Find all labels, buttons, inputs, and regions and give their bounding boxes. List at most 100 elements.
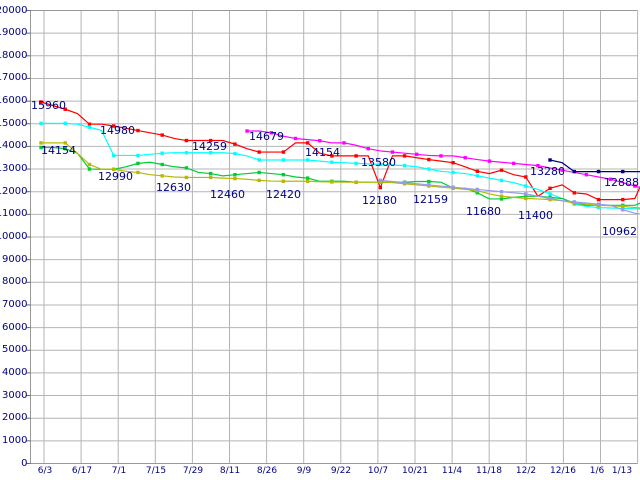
series-marker-periwinkle	[427, 183, 431, 187]
series-marker-olive	[281, 179, 286, 183]
x-axis-tick-label: 8/11	[219, 466, 241, 476]
series-marker-magenta	[342, 141, 346, 145]
series-marker-olive	[184, 175, 189, 180]
y-axis-tick-label: 11000	[0, 208, 28, 220]
series-marker-cyan	[257, 158, 261, 162]
series-marker-magenta	[633, 184, 637, 188]
series-marker-olive	[305, 179, 310, 183]
series-marker-red	[427, 157, 431, 162]
x-axis-tick-label: 8/26	[256, 466, 278, 476]
series-marker-red	[499, 168, 504, 172]
series-marker-magenta	[536, 163, 540, 168]
series-marker-cyan	[596, 205, 601, 210]
x-axis-tick-label: 7/29	[182, 466, 204, 476]
series-marker-magenta	[269, 131, 273, 135]
y-axis-tick-label: 18000	[0, 49, 28, 61]
series-marker-olive	[233, 176, 237, 181]
series-marker-olive	[621, 204, 625, 209]
series-marker-magenta	[293, 136, 298, 141]
series-marker-red	[548, 186, 552, 190]
y-axis-tick-label: 19000	[0, 27, 28, 39]
series-line-red	[40, 101, 640, 201]
data-point-value-label: 11680	[466, 205, 501, 218]
series-marker-red	[39, 100, 43, 104]
series-marker-red	[596, 197, 601, 202]
series-marker-cyan	[451, 170, 455, 175]
data-point-value-label: 14980	[100, 124, 135, 137]
series-line-olive	[41, 142, 640, 209]
series-marker-olive	[208, 175, 213, 180]
series-marker-periwinkle	[621, 208, 625, 212]
series-marker-olive	[499, 194, 504, 198]
series-marker-magenta	[560, 168, 564, 172]
data-point-value-label: 13580	[361, 156, 396, 169]
x-axis-tick-label: 11/18	[476, 466, 502, 476]
y-axis-tick-label: 12000	[0, 185, 28, 197]
y-axis-tick-label: 5000	[2, 344, 28, 356]
y-axis-tick-label: 16000	[0, 95, 28, 107]
y-axis-tick-label: 2000	[2, 412, 28, 424]
y-axis-tick-label: 14000	[0, 140, 28, 152]
series-marker-red	[257, 150, 261, 154]
series-marker-olive	[39, 141, 43, 145]
data-series-layer	[39, 100, 640, 215]
y-axis-tick-label: 3000	[2, 389, 28, 401]
series-marker-red	[305, 141, 310, 145]
series-marker-olive	[136, 170, 140, 175]
series-marker-green	[305, 176, 310, 180]
series-marker-cyan	[184, 151, 189, 155]
series-marker-periwinkle	[451, 185, 455, 189]
series-marker-magenta	[511, 161, 516, 166]
series-marker-red	[87, 122, 92, 126]
series-marker-cyan	[39, 121, 43, 125]
data-point-value-label: 14154	[305, 146, 340, 159]
series-marker-green	[281, 173, 286, 177]
series-marker-green	[233, 173, 237, 177]
series-marker-magenta	[245, 129, 249, 133]
series-marker-cyan	[136, 153, 140, 158]
y-axis-tick-label: 17000	[0, 72, 28, 84]
series-marker-magenta	[584, 173, 589, 177]
series-marker-cyan	[160, 151, 164, 155]
series-marker-periwinkle	[548, 196, 552, 201]
y-axis-tick-label: 7000	[2, 298, 28, 310]
series-marker-cyan	[427, 167, 431, 171]
series-marker-red	[136, 128, 140, 133]
series-marker-cyan	[330, 160, 334, 164]
series-line-magenta	[247, 130, 640, 189]
series-marker-red	[378, 185, 383, 190]
series-marker-periwinkle	[475, 187, 480, 192]
data-point-value-label: 14154	[41, 144, 76, 157]
data-point-value-label: 15960	[31, 99, 66, 112]
x-axis-tick-label: 11/4	[441, 466, 463, 476]
data-point-value-label: 10962	[602, 225, 637, 238]
series-marker-red	[402, 154, 407, 158]
series-marker-green	[427, 179, 431, 184]
series-marker-navy	[596, 169, 601, 174]
series-marker-red	[160, 133, 164, 137]
series-marker-magenta	[366, 146, 370, 151]
y-axis-tick-label: 13000	[0, 163, 28, 175]
x-axis-tick-label: 9/9	[296, 466, 312, 476]
series-marker-cyan	[378, 162, 383, 167]
series-marker-olive	[330, 180, 334, 184]
series-marker-olive	[257, 178, 261, 183]
series-marker-green	[87, 167, 92, 171]
data-point-value-label: 12159	[413, 193, 448, 206]
series-marker-olive	[87, 162, 92, 167]
y-axis-tick-label: 6000	[2, 321, 28, 333]
series-marker-magenta	[415, 152, 419, 157]
y-axis-tick-label: 15000	[0, 117, 28, 129]
series-marker-red	[233, 142, 237, 146]
x-axis-tick-label: 10/21	[402, 466, 428, 476]
series-marker-red	[281, 150, 286, 154]
series-marker-cyan	[63, 121, 67, 125]
series-marker-red	[63, 107, 67, 111]
series-marker-red	[475, 169, 480, 174]
x-axis-tick-label: 10/7	[367, 466, 389, 476]
series-marker-cyan	[233, 151, 237, 156]
x-axis-tick-label: 7/15	[145, 466, 167, 476]
series-marker-red	[330, 154, 334, 158]
